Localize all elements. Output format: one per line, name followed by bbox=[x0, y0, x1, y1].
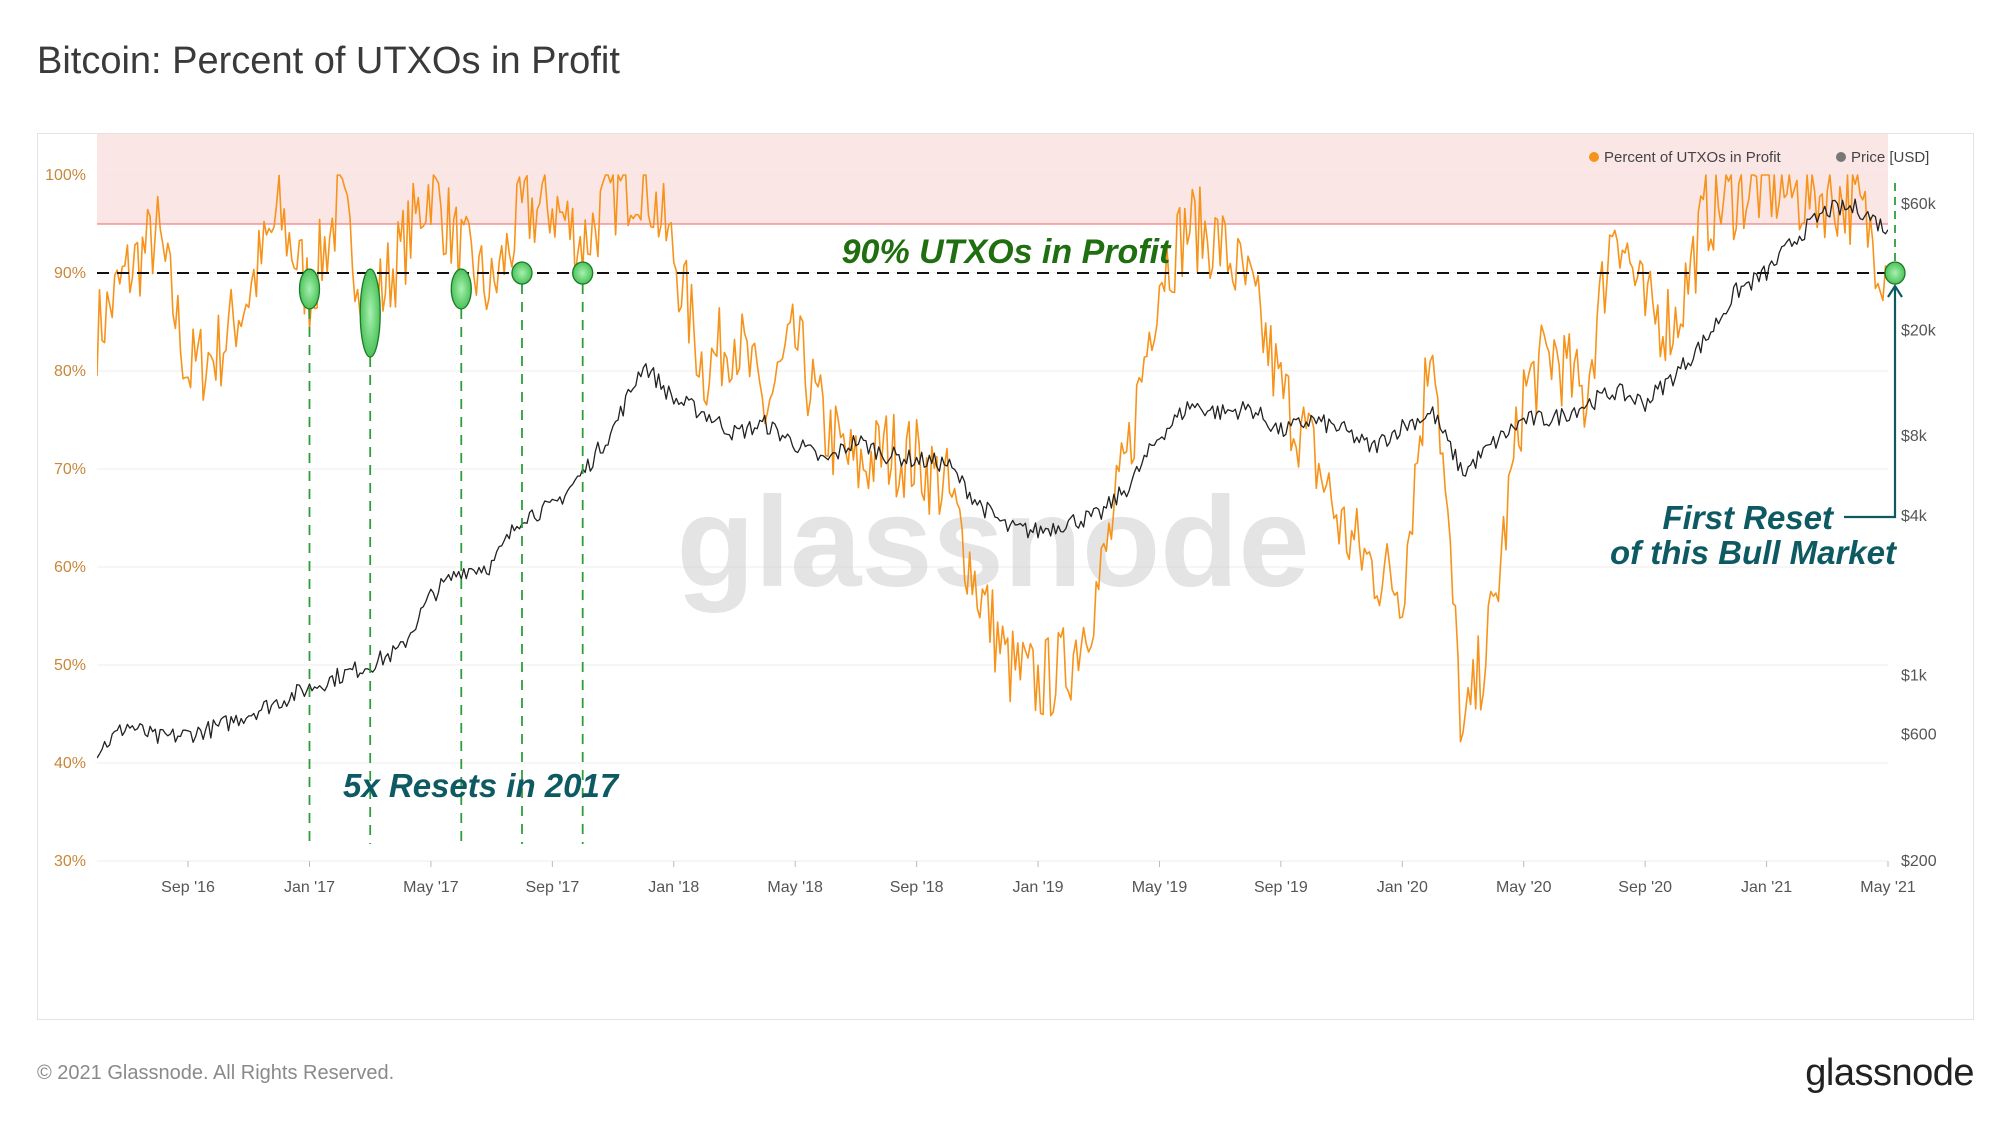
y-left-tick-label: 80% bbox=[54, 363, 86, 380]
x-tick-label: Sep '20 bbox=[1618, 879, 1672, 896]
reset-marker bbox=[359, 268, 381, 358]
legend-label-percent-utxos: Percent of UTXOs in Profit bbox=[1604, 149, 1782, 166]
y-left-tick-label: 60% bbox=[54, 559, 86, 576]
first-reset-label-line2: of this Bull Market bbox=[1610, 534, 1898, 571]
legend: Percent of UTXOs in Profit Price [USD] bbox=[1589, 149, 1929, 166]
chart-panel: glassnode 90% UTXOs in Profit 5x Resets i… bbox=[37, 133, 1974, 1020]
page-title: Bitcoin: Percent of UTXOs in Profit bbox=[37, 40, 620, 82]
y-right-tick-label: $600 bbox=[1901, 726, 1937, 743]
reset-marker bbox=[511, 261, 533, 285]
red-zone-band bbox=[97, 134, 1888, 224]
y-left-tick-label: 40% bbox=[54, 755, 86, 772]
legend-swatch-percent-utxos bbox=[1589, 152, 1599, 162]
legend-label-price: Price [USD] bbox=[1851, 149, 1929, 166]
y-right-tick-label: $60k bbox=[1901, 196, 1937, 213]
reset-marker bbox=[298, 268, 321, 310]
x-tick-label: Jan '21 bbox=[1741, 879, 1792, 896]
series-line-percent-utxos-in-profit bbox=[97, 174, 1888, 743]
first-reset-connector bbox=[1844, 287, 1897, 519]
y-right-tick-label: $200 bbox=[1901, 853, 1937, 870]
first-reset-label-line1: First Reset bbox=[1662, 499, 1835, 536]
series-layer bbox=[97, 174, 1888, 759]
x-tick-label: Sep '18 bbox=[890, 879, 944, 896]
x-tick-label: Sep '16 bbox=[161, 879, 215, 896]
copyright-text: © 2021 Glassnode. All Rights Reserved. bbox=[37, 1062, 395, 1084]
x-tick-label: Sep '17 bbox=[525, 879, 579, 896]
y-left-tick-label: 30% bbox=[54, 853, 86, 870]
y-left-tick-label: 50% bbox=[54, 657, 86, 674]
x-tick-label: May '19 bbox=[1132, 879, 1188, 896]
series-line-price-usd bbox=[97, 198, 1888, 759]
legend-swatch-price bbox=[1836, 152, 1846, 162]
x-tick-label: May '21 bbox=[1860, 879, 1916, 896]
x-tick-label: Jan '18 bbox=[648, 879, 699, 896]
y-right-tick-label: $4k bbox=[1901, 508, 1928, 525]
first-reset-arrowhead bbox=[1887, 283, 1903, 298]
axis-layer: 30% 40% 50% 60% 70% 80% 90% 100% $200 $600 $1k $4k $… bbox=[45, 167, 1937, 896]
y-right-tick-label: $20k bbox=[1901, 323, 1937, 340]
x-tick-label: Jan '20 bbox=[1377, 879, 1428, 896]
resets-2017-label: 5x Resets in 2017 bbox=[343, 767, 620, 804]
reset-marker bbox=[572, 261, 594, 285]
glassnode-logo: glassnode bbox=[1805, 1052, 1974, 1094]
x-tick-label: May '17 bbox=[403, 879, 459, 896]
y-right-tick-label: $1k bbox=[1901, 668, 1928, 685]
annotation-layer: 90% UTXOs in Profit 5x Resets in 2017 Firs… bbox=[97, 183, 1906, 844]
y-right-tick-label: $8k bbox=[1901, 428, 1928, 445]
red-zone-layer bbox=[97, 134, 1888, 225]
y-left-tick-label: 100% bbox=[45, 167, 86, 184]
threshold-label: 90% UTXOs in Profit bbox=[842, 233, 1172, 271]
y-left-tick-label: 90% bbox=[54, 265, 86, 282]
first-reset-marker bbox=[1884, 261, 1906, 285]
x-tick-label: Sep '19 bbox=[1254, 879, 1308, 896]
x-tick-label: May '20 bbox=[1496, 879, 1552, 896]
x-tick-label: Jan '17 bbox=[284, 879, 335, 896]
reset-marker bbox=[450, 268, 472, 310]
grid-layer bbox=[97, 174, 1888, 862]
x-tick-label: Jan '19 bbox=[1012, 879, 1063, 896]
x-tick-label: May '18 bbox=[767, 879, 823, 896]
y-left-tick-label: 70% bbox=[54, 461, 86, 478]
